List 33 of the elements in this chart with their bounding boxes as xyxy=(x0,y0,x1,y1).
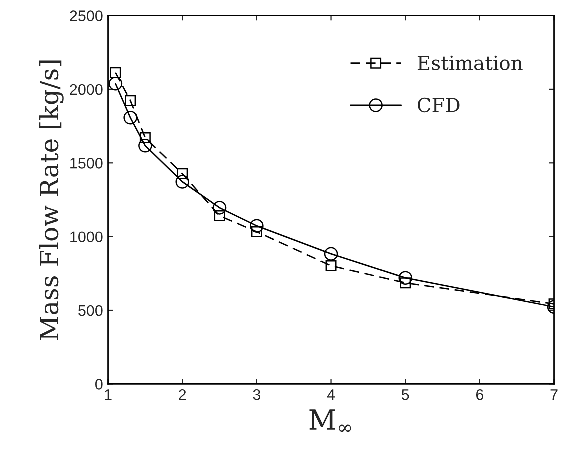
point xyxy=(176,175,190,189)
x-tick-label: 5 xyxy=(402,390,410,400)
point xyxy=(326,260,337,272)
point xyxy=(250,219,264,233)
point xyxy=(110,67,122,78)
y-axis-title: Mass Flow Rate [kg/s] xyxy=(39,60,64,340)
legend-label: Estimation xyxy=(418,56,523,70)
y-tick-label: 1500 xyxy=(70,158,103,169)
point xyxy=(212,201,227,215)
x-axis-title: M$_{∞}$ xyxy=(310,410,352,432)
y-tick-label: 2000 xyxy=(70,84,103,96)
x-tick-label: 6 xyxy=(476,389,484,400)
x-tick-label: 4 xyxy=(327,390,336,400)
point xyxy=(124,111,138,125)
point xyxy=(108,76,123,91)
point xyxy=(400,278,412,289)
y-tick-label: 1000 xyxy=(70,232,103,243)
point xyxy=(251,226,262,238)
y-tick-label: 2500 xyxy=(70,10,103,22)
point xyxy=(177,168,188,180)
point xyxy=(214,210,226,222)
x-tick-label: 1 xyxy=(105,390,112,400)
point xyxy=(398,271,412,285)
x-tick-label: 3 xyxy=(253,389,261,400)
point xyxy=(140,132,151,144)
legend-label: CFD xyxy=(418,98,460,113)
y-tick-label: 500 xyxy=(78,305,103,316)
point xyxy=(125,95,136,106)
y-tick-label: 0 xyxy=(96,379,103,390)
x-tick-label: 2 xyxy=(179,389,186,400)
x-tick-label: 7 xyxy=(550,390,558,400)
point xyxy=(138,139,152,153)
point xyxy=(324,247,338,261)
